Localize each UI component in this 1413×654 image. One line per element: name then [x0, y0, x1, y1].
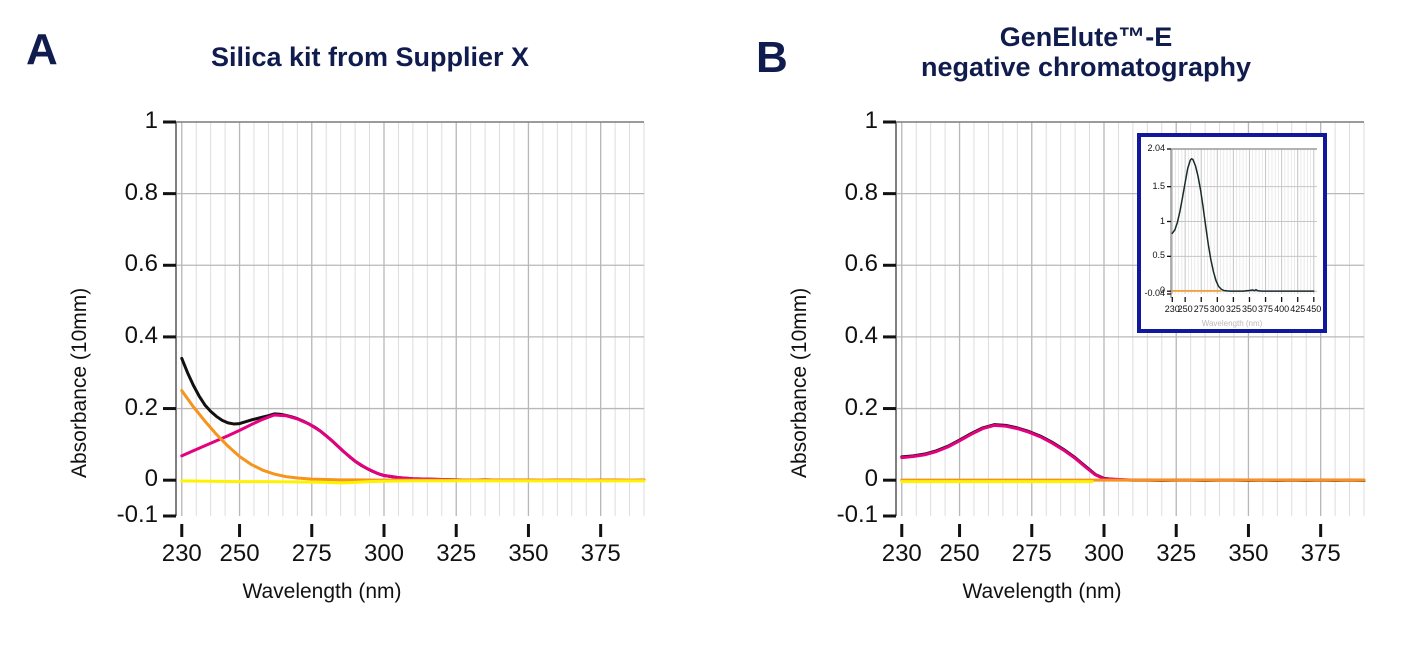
panel-a-letter: A — [26, 25, 58, 74]
panel-a-plot — [0, 0, 706, 654]
inset-ytick-label: 0.5 — [1152, 250, 1165, 261]
panel-b-xtick-label: 230 — [881, 540, 922, 567]
panel-b-ytick-label: -0.1 — [836, 501, 878, 528]
panel-b: B GenElute™-E negative chromatography -0… — [706, 0, 1413, 654]
inset-xtick-label: 350 — [1241, 304, 1257, 314]
panel-b-ytick-label: 0.4 — [844, 321, 878, 349]
panel-a-xtick-label: 350 — [508, 540, 549, 567]
panel-a-xtick-label: 275 — [291, 540, 332, 567]
panel-b-xtick-label: 300 — [1083, 540, 1125, 567]
panel-b-letter: B — [756, 33, 788, 82]
inset-xtick-label: 275 — [1193, 304, 1209, 314]
inset-xtick-label: 450 — [1306, 304, 1322, 314]
inset-xtick-label: 230 — [1164, 304, 1180, 314]
panel-a-ytick-label: 0.4 — [124, 321, 158, 349]
inset-chart-canvas — [1167, 148, 1317, 302]
panel-a-ytick-label: -0.1 — [116, 501, 158, 528]
inset-xtick-label: 375 — [1258, 304, 1274, 314]
inset-xtick-label: 425 — [1290, 304, 1306, 314]
panel-a-title: Silica kit from Supplier X — [210, 42, 530, 72]
panel-b-title-line1: GenElute™-E — [999, 22, 1173, 52]
inset-ytick-label: 0 — [1159, 285, 1165, 296]
panel-b-ytick-label: 0.2 — [844, 393, 878, 421]
inset-x-axis-label: Wavelength (nm) — [1201, 319, 1263, 328]
panel-a-ytick-label: 0.6 — [124, 250, 158, 278]
panel-a-ytick-label: 1 — [144, 107, 158, 134]
panel-a-xtick-label: 325 — [436, 540, 477, 567]
panel-a-ytick-label: 0 — [144, 465, 158, 493]
panel-b-inset: -0.04 0 0.5 1 1.5 2.04 230 250 275 300 325 350 375 40… — [1137, 133, 1327, 333]
inset-xtick-label: 300 — [1209, 304, 1225, 314]
panel-a-xtick-label: 230 — [161, 540, 202, 567]
panel-b-ytick-label: 0 — [864, 465, 878, 493]
panel-a-y-axis-label: Absorbance (10mm) — [68, 287, 91, 478]
panel-a-x-axis-label: Wavelength (nm) — [242, 580, 402, 603]
inset-xtick-label: 400 — [1274, 304, 1290, 314]
panel-b-xtick-label: 375 — [1300, 540, 1341, 567]
panel-b-xtick-label: 325 — [1156, 540, 1197, 567]
chart-canvas — [163, 120, 646, 537]
panel-b-y-axis-label: Absorbance (10mm) — [788, 287, 811, 478]
panel-a-ytick-label: 0.2 — [124, 393, 158, 421]
series-baseline-yellow — [180, 479, 646, 485]
inset-ytick-label: 1.5 — [1152, 180, 1165, 191]
inset-ytick-label: 2.04 — [1147, 143, 1165, 153]
panel-b-xtick-label: 275 — [1011, 540, 1052, 567]
panel-a-xtick-label: 300 — [363, 540, 405, 567]
inset-xtick-label: 325 — [1225, 304, 1241, 314]
inset-series-eluate-black — [1171, 158, 1315, 292]
panel-a-xtick-label: 375 — [580, 540, 621, 567]
panel-b-x-axis-label: Wavelength (nm) — [962, 580, 1122, 603]
inset-xtick-label: 250 — [1177, 304, 1193, 314]
panel-b-title: GenElute™-E negative chromatography — [786, 22, 1386, 82]
panel-b-ytick-label: 0.8 — [844, 178, 878, 206]
panel-b-ytick-label: 1 — [864, 107, 878, 134]
panel-b-xtick-label: 250 — [939, 540, 980, 567]
inset-ytick-label: 1 — [1159, 215, 1165, 226]
panel-b-title-line2: negative chromatography — [920, 52, 1252, 83]
panel-a-ytick-label: 0.8 — [124, 178, 158, 206]
panel-b-xtick-label: 350 — [1228, 540, 1269, 567]
inset-ytick-label: -0.04 — [1144, 288, 1165, 298]
panel-a-xtick-label: 250 — [219, 540, 260, 567]
panel-b-ytick-label: 0.6 — [844, 250, 878, 278]
panel-a: A Silica kit from Supplier X -0.1 0 0.2 0.4… — [0, 0, 706, 654]
